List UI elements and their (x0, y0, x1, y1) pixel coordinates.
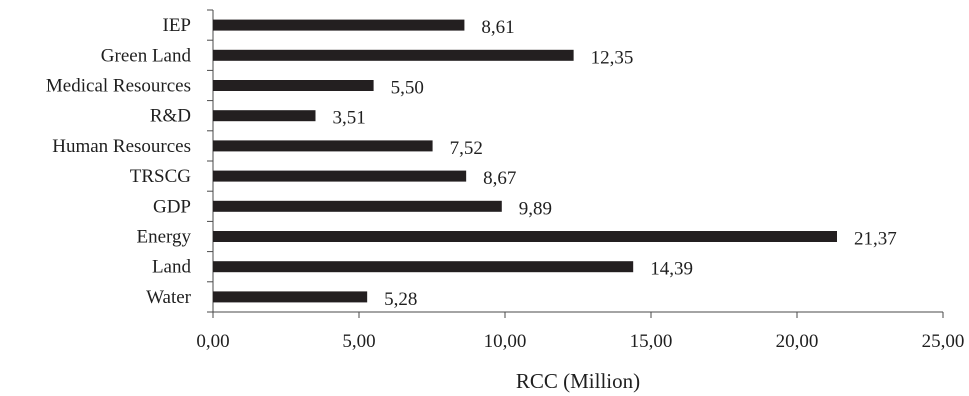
x-tick-label: 5,00 (342, 331, 375, 352)
category-label: Human Resources (52, 136, 191, 157)
category-label: GDP (153, 196, 191, 217)
x-tick-label: 15,00 (630, 331, 673, 352)
bar (213, 261, 634, 273)
bar (213, 110, 316, 122)
data-label: 8,67 (483, 168, 516, 189)
bar (213, 19, 465, 31)
category-label: Green Land (101, 45, 192, 66)
category-label: Water (146, 287, 192, 308)
x-tick-label: 0,00 (196, 331, 229, 352)
data-label: 21,37 (854, 229, 897, 250)
category-label: Medical Resources (46, 76, 191, 97)
x-tick-label: 20,00 (776, 331, 819, 352)
bar (213, 140, 433, 152)
category-label: R&D (150, 106, 191, 127)
category-label: TRSCG (130, 166, 192, 187)
x-axis: 0,00 5,00 10,00 15,00 20,00 25,00 (196, 311, 965, 352)
x-axis-title: RCC (Million) (516, 369, 640, 393)
bar (213, 80, 374, 91)
bar (213, 291, 368, 303)
category-label: IEP (163, 15, 192, 36)
data-label: 3,51 (332, 108, 365, 129)
bar (213, 170, 467, 182)
data-label: 9,89 (519, 198, 552, 219)
x-tick-label: 10,00 (484, 331, 527, 352)
bar (213, 231, 838, 242)
bars: 8,61 12,35 5,50 3,51 7,528,679,89 21,37 14,39 5… (213, 17, 897, 310)
data-label: 12,35 (591, 47, 634, 68)
data-label: 14,39 (650, 259, 693, 280)
x-tick-label: 25,00 (922, 331, 965, 352)
bar (213, 200, 502, 212)
category-label: Energy (136, 227, 191, 248)
data-label: 7,52 (450, 138, 483, 159)
data-label: 5,50 (391, 78, 424, 99)
data-label: 8,61 (481, 17, 514, 38)
y-axis: IEP Green Land Medical Resources R&D Human R… (46, 9, 214, 313)
data-label: 5,28 (384, 289, 417, 310)
bar (213, 49, 574, 61)
category-label: Land (152, 257, 192, 278)
